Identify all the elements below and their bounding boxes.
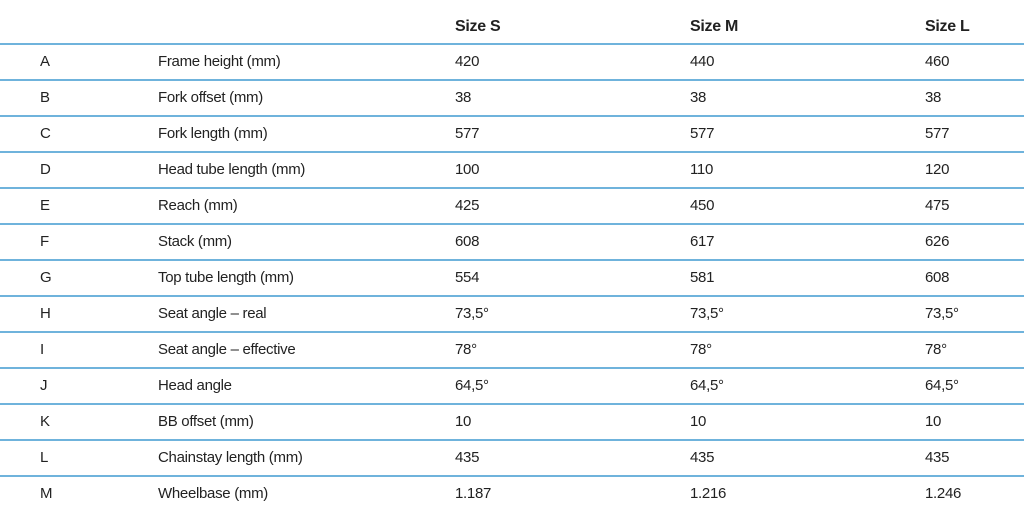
row-letter: J — [40, 377, 48, 394]
cell-value: 78° — [690, 341, 712, 358]
row-label: Seat angle – real — [158, 305, 267, 322]
row-divider — [0, 115, 1024, 117]
column-header: Size S — [455, 18, 501, 35]
cell-value: 608 — [455, 233, 480, 250]
row-letter: A — [40, 53, 50, 70]
row-label: Reach (mm) — [158, 197, 238, 214]
row-letter: C — [40, 125, 51, 142]
cell-value: 1.216 — [690, 485, 727, 502]
row-letter: F — [40, 233, 49, 250]
cell-value: 608 — [925, 269, 950, 286]
row-label: Top tube length (mm) — [158, 269, 294, 286]
row-label: BB offset (mm) — [158, 413, 254, 430]
cell-value: 120 — [925, 161, 950, 178]
row-label: Stack (mm) — [158, 233, 232, 250]
cell-value: 64,5° — [455, 377, 489, 394]
row-letter: L — [40, 449, 49, 466]
row-label: Fork offset (mm) — [158, 89, 263, 106]
cell-value: 435 — [925, 449, 950, 466]
row-divider — [0, 295, 1024, 297]
cell-value: 38 — [455, 89, 472, 106]
row-divider — [0, 79, 1024, 81]
row-label: Head tube length (mm) — [158, 161, 306, 178]
row-label: Fork length (mm) — [158, 125, 268, 142]
cell-value: 64,5° — [690, 377, 724, 394]
cell-value: 440 — [690, 53, 715, 70]
cell-value: 577 — [690, 125, 715, 142]
row-letter: D — [40, 161, 51, 178]
row-divider — [0, 439, 1024, 441]
cell-value: 64,5° — [925, 377, 959, 394]
cell-value: 577 — [455, 125, 480, 142]
column-header: Size L — [925, 18, 970, 35]
row-divider — [0, 403, 1024, 405]
row-letter: E — [40, 197, 50, 214]
row-divider — [0, 367, 1024, 369]
cell-value: 420 — [455, 53, 480, 70]
row-label: Wheelbase (mm) — [158, 485, 268, 502]
cell-value: 460 — [925, 53, 950, 70]
cell-value: 73,5° — [455, 305, 489, 322]
cell-value: 450 — [690, 197, 715, 214]
cell-value: 554 — [455, 269, 480, 286]
cell-value: 435 — [690, 449, 715, 466]
row-label: Chainstay length (mm) — [158, 449, 303, 466]
cell-value: 73,5° — [690, 305, 724, 322]
cell-value: 475 — [925, 197, 950, 214]
cell-value: 1.246 — [925, 485, 962, 502]
cell-value: 10 — [690, 413, 707, 430]
row-divider — [0, 259, 1024, 261]
cell-value: 626 — [925, 233, 950, 250]
cell-value: 38 — [690, 89, 707, 106]
row-divider — [0, 43, 1024, 45]
column-header: Size M — [690, 18, 738, 35]
cell-value: 78° — [925, 341, 947, 358]
row-label: Seat angle – effective — [158, 341, 296, 358]
row-letter: G — [40, 269, 52, 286]
cell-value: 78° — [455, 341, 477, 358]
cell-value: 577 — [925, 125, 950, 142]
row-label: Head angle — [158, 377, 232, 394]
cell-value: 73,5° — [925, 305, 959, 322]
row-letter: B — [40, 89, 50, 106]
cell-value: 10 — [455, 413, 472, 430]
row-label: Frame height (mm) — [158, 53, 281, 70]
row-letter: K — [40, 413, 50, 430]
row-letter: M — [40, 485, 53, 502]
cell-value: 10 — [925, 413, 942, 430]
cell-value: 425 — [455, 197, 480, 214]
cell-value: 100 — [455, 161, 480, 178]
row-divider — [0, 331, 1024, 333]
row-divider — [0, 187, 1024, 189]
row-divider — [0, 475, 1024, 477]
cell-value: 38 — [925, 89, 942, 106]
row-divider — [0, 223, 1024, 225]
row-divider — [0, 151, 1024, 153]
cell-value: 617 — [690, 233, 715, 250]
row-letter: H — [40, 305, 51, 322]
cell-value: 581 — [690, 269, 715, 286]
row-letter: I — [40, 341, 44, 358]
cell-value: 110 — [690, 161, 714, 178]
cell-value: 1.187 — [455, 485, 492, 502]
cell-value: 435 — [455, 449, 480, 466]
